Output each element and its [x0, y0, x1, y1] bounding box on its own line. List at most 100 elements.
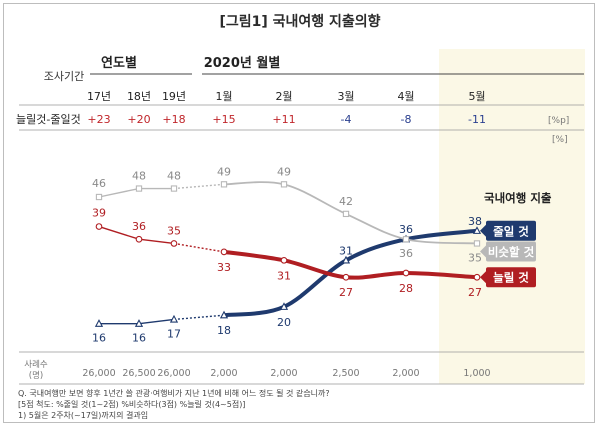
data-label: 38 — [468, 215, 482, 228]
data-label: 16 — [92, 332, 106, 345]
value-unit: [%] — [552, 135, 568, 145]
sample-size: 2,000 — [210, 368, 237, 379]
data-label: 39 — [92, 207, 106, 220]
legend-swatch — [486, 241, 536, 262]
sample-sizes: 26,000 26,500 26,000 2,000 2,000 2,500 2,000 1,… — [82, 368, 490, 379]
series-value-labels: 16 16 17 18 20 31 36 38 46 48 48 49 49 42 36 35 39 36 35 33… — [92, 165, 482, 344]
data-point — [402, 269, 410, 277]
data-label: 36 — [132, 220, 146, 233]
legend-swatch — [486, 267, 536, 288]
data-label: 35 — [167, 224, 181, 237]
data-label: 28 — [399, 282, 413, 295]
series-line-yearly — [99, 318, 175, 325]
footnote-may-note: 1) 5월은 2주차(~17일)까지의 결과임 — [18, 410, 148, 420]
sample-label-1: 사례수 — [24, 359, 48, 370]
data-label: 42 — [339, 195, 353, 208]
legend-title: 국내여행 지출 — [484, 191, 552, 205]
data-label: 27 — [339, 286, 353, 299]
data-point — [280, 181, 288, 188]
data-label: 36 — [399, 223, 413, 236]
legend-label: 비슷할 것 — [488, 245, 535, 259]
footnote-question: Q. 국내여행만 보면 향후 1년간 쓸 관광·여행비가 지난 1년에 비해 어… — [18, 388, 330, 398]
data-point — [134, 319, 144, 327]
data-label: 20 — [277, 316, 291, 329]
legend-pointer — [480, 271, 486, 284]
data-label: 31 — [277, 269, 291, 282]
chart-svg: [그림1] 국내여행 지출의향 조사기간 연도별 2020년 월별 17년 18년… — [16, 13, 585, 420]
net-row-label: 늘릴것-줄일것 — [16, 112, 81, 126]
net-value: +20 — [127, 113, 150, 126]
highlight-band — [439, 49, 585, 384]
header-monthly: 2020년 월별 — [204, 55, 281, 71]
sample-size: 1,000 — [463, 368, 490, 379]
series-line-connector — [173, 183, 225, 190]
data-point — [473, 273, 481, 281]
footnote-scale: [5점 척도: %줄일 것(1~2점) %비슷하다(3점) %늘릴 것(4~5점… — [18, 399, 245, 409]
header-yearly: 연도별 — [101, 55, 137, 71]
series-points — [94, 181, 482, 327]
net-value: +23 — [87, 113, 110, 126]
data-point — [342, 273, 350, 281]
category-label: 4월 — [397, 90, 414, 103]
data-label: 31 — [339, 244, 353, 257]
sample-size: 2,000 — [270, 368, 297, 379]
data-label: 18 — [217, 324, 231, 337]
data-label: 49 — [217, 165, 231, 178]
sample-size: 2,000 — [392, 368, 419, 379]
series-line-connector — [173, 242, 225, 253]
data-point — [94, 319, 104, 327]
category-labels: 17년 18년 19년 1월 2월 3월 4월 5월 — [87, 90, 486, 103]
header-survey-period: 조사기간 — [44, 70, 84, 83]
net-value: -11 — [468, 113, 486, 126]
data-point — [95, 193, 103, 201]
sample-size: 26,000 — [82, 368, 115, 379]
category-label: 2월 — [275, 90, 292, 103]
legend-pointer — [480, 224, 486, 237]
data-label: 49 — [277, 165, 291, 178]
legend-swatch — [486, 220, 536, 241]
legend-label: 줄일 것 — [493, 224, 529, 238]
category-label: 1월 — [215, 90, 232, 103]
data-point — [472, 226, 482, 234]
data-point — [95, 223, 103, 230]
data-point — [279, 302, 289, 310]
net-values: +23 +20 +18 +15 +11 -4 -8 -11 — [87, 113, 486, 126]
net-value: -8 — [401, 113, 412, 126]
data-point — [473, 240, 481, 247]
data-label: 16 — [132, 332, 146, 345]
category-label: 17년 — [87, 90, 111, 103]
sample-label-2: (명) — [29, 370, 43, 381]
category-label: 5월 — [468, 90, 485, 103]
data-point — [280, 256, 288, 264]
data-point — [220, 248, 228, 256]
data-point — [402, 236, 410, 243]
net-value: +18 — [162, 113, 185, 126]
data-point — [170, 240, 178, 247]
category-label: 18년 — [127, 90, 151, 103]
legend-pointer — [480, 245, 486, 258]
data-label: 27 — [468, 286, 482, 299]
sample-size: 26,500 — [122, 368, 155, 379]
data-label: 35 — [468, 251, 482, 264]
data-point — [135, 185, 143, 192]
data-point — [341, 255, 351, 264]
chart-frame: [그림1] 국내여행 지출의향 조사기간 연도별 2020년 월별 17년 18년… — [3, 3, 595, 423]
net-unit: [%p] — [548, 116, 569, 126]
chart-title: [그림1] 국내여행 지출의향 — [219, 13, 380, 30]
series-line-connector — [173, 314, 225, 321]
data-label: 48 — [167, 170, 181, 183]
data-label: 33 — [217, 261, 231, 274]
sample-size: 26,000 — [157, 368, 190, 379]
data-label: 46 — [92, 177, 106, 190]
data-point — [219, 310, 229, 319]
data-point — [342, 210, 350, 218]
data-label: 36 — [399, 247, 413, 260]
data-label: 17 — [167, 327, 181, 340]
data-point — [170, 185, 178, 192]
legend-label: 늘릴 것 — [493, 271, 529, 285]
category-label: 19년 — [162, 90, 186, 103]
net-value: +11 — [272, 113, 295, 126]
data-label: 48 — [132, 170, 146, 183]
data-point — [135, 235, 143, 243]
